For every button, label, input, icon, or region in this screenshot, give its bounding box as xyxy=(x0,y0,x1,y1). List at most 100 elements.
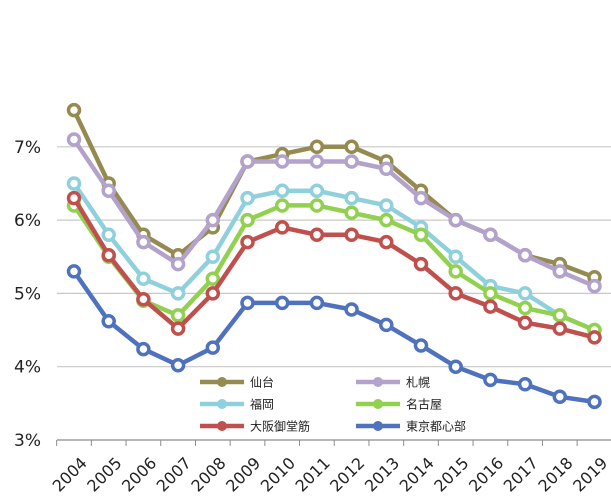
data-point xyxy=(101,248,116,263)
x-tick-label: 2007 xyxy=(153,453,195,495)
x-tick-label: 2014 xyxy=(396,453,438,495)
data-point xyxy=(205,286,221,301)
data-point xyxy=(379,198,394,213)
x-tick-label: 2018 xyxy=(534,453,576,495)
data-point xyxy=(205,340,221,355)
data-point xyxy=(274,154,290,169)
y-tick-label: 3% xyxy=(14,431,41,451)
data-point xyxy=(240,190,255,206)
data-point xyxy=(101,183,116,199)
data-point xyxy=(413,256,429,272)
y-tick-label: 5% xyxy=(14,284,41,304)
x-tick-label: 2019 xyxy=(569,453,611,495)
series-line xyxy=(72,182,596,333)
data-point xyxy=(309,183,325,199)
data-point xyxy=(517,315,533,330)
x-tick-label: 2004 xyxy=(49,453,91,495)
series-4 xyxy=(66,190,602,345)
data-point xyxy=(274,183,290,199)
data-point xyxy=(309,139,325,155)
y-tick-label: 6% xyxy=(14,211,41,231)
data-point xyxy=(170,256,186,272)
legend-label: 大阪御堂筋 xyxy=(250,419,310,434)
data-point xyxy=(517,300,533,316)
y-tick-label: 4% xyxy=(14,358,41,378)
data-point xyxy=(517,377,533,392)
data-point xyxy=(240,234,255,250)
data-point xyxy=(309,295,325,311)
legend-swatch-marker xyxy=(373,377,383,387)
series-line xyxy=(72,196,596,340)
data-point xyxy=(170,357,186,373)
data-point xyxy=(101,227,116,243)
data-point xyxy=(483,372,498,388)
data-point xyxy=(66,132,82,147)
data-point xyxy=(66,264,82,279)
x-tick-label: 2009 xyxy=(222,453,264,495)
data-point xyxy=(170,286,186,301)
x-tick-label: 2005 xyxy=(83,453,125,495)
data-point xyxy=(448,359,463,374)
legend-item: 札幌 xyxy=(356,375,430,390)
data-point xyxy=(309,154,325,169)
x-tick-label: 2012 xyxy=(326,453,368,495)
legend-swatch-marker xyxy=(217,377,227,387)
legend-label: 仙台 xyxy=(250,375,274,390)
data-point xyxy=(379,234,394,250)
data-point xyxy=(517,286,533,301)
data-point xyxy=(309,198,325,213)
data-point xyxy=(483,299,498,314)
data-point xyxy=(274,220,290,235)
data-point xyxy=(344,227,359,243)
data-point xyxy=(240,212,255,228)
x-tick-label: 2017 xyxy=(500,453,542,495)
data-point xyxy=(413,338,429,353)
legend-item: 大阪御堂筋 xyxy=(200,419,310,434)
series-5 xyxy=(66,264,602,410)
data-point xyxy=(344,154,359,169)
data-point xyxy=(413,190,429,206)
data-point xyxy=(448,212,463,228)
data-point xyxy=(344,190,359,206)
data-point xyxy=(240,295,255,311)
data-point xyxy=(483,286,498,301)
data-point xyxy=(66,190,82,206)
data-point xyxy=(66,102,82,118)
data-point xyxy=(552,308,568,323)
legend-swatch-marker xyxy=(217,421,227,431)
legend-swatch-marker xyxy=(373,421,383,431)
y-tick-label: 7% xyxy=(14,138,41,158)
legend-label: 東京都心部 xyxy=(406,419,466,434)
data-point xyxy=(274,295,290,311)
data-point xyxy=(205,212,221,228)
data-point xyxy=(66,176,82,191)
legend-item: 福岡 xyxy=(200,397,274,412)
data-point xyxy=(379,161,394,177)
data-point xyxy=(274,198,290,213)
data-point xyxy=(170,308,186,323)
data-point xyxy=(101,314,116,329)
data-point xyxy=(205,249,221,264)
data-point xyxy=(240,154,255,169)
x-tick-label: 2016 xyxy=(465,453,507,495)
data-point xyxy=(483,227,498,243)
data-point xyxy=(344,139,359,155)
series-line xyxy=(72,138,596,289)
x-tick-label: 2011 xyxy=(292,453,334,495)
data-point xyxy=(136,234,151,250)
data-point xyxy=(344,205,359,221)
data-point xyxy=(448,286,463,301)
x-axis: 2004200520062007200820092010201120122013… xyxy=(49,439,611,496)
series-line xyxy=(72,270,595,405)
data-point xyxy=(448,264,463,279)
legend-item: 東京都心部 xyxy=(356,419,466,434)
x-tick-label: 2006 xyxy=(118,453,160,495)
data-point xyxy=(379,212,394,228)
data-point xyxy=(413,227,429,243)
series-1 xyxy=(66,132,602,294)
legend-item: 名古屋 xyxy=(356,397,442,412)
series-line xyxy=(72,203,596,333)
data-point xyxy=(309,227,325,243)
